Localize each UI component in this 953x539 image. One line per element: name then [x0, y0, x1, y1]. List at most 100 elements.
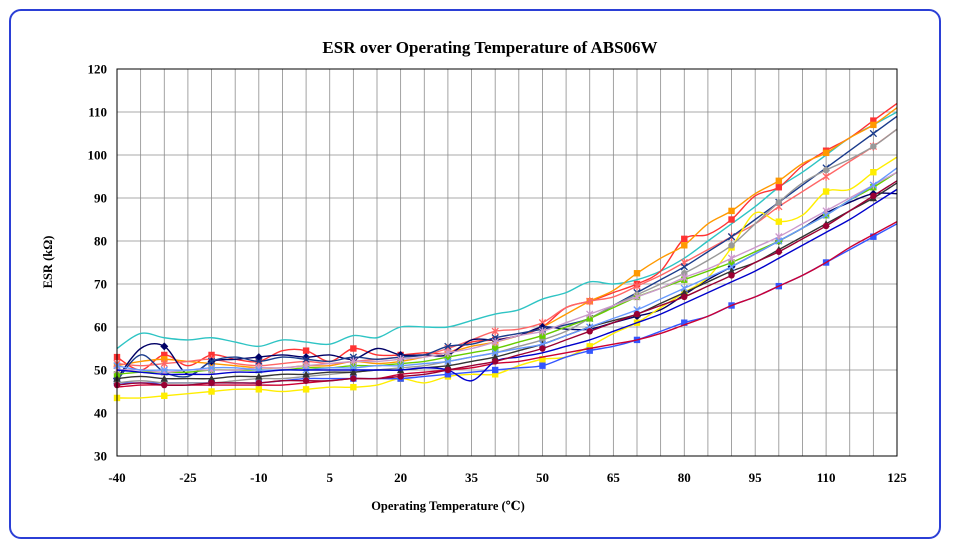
- data-point: [444, 366, 452, 374]
- data-point: [207, 374, 216, 382]
- data-point: [160, 359, 168, 368]
- series-16: [113, 180, 898, 389]
- data-point: [444, 357, 452, 366]
- data-point: [775, 177, 783, 184]
- data-point: [681, 242, 688, 249]
- data-point: [302, 370, 310, 378]
- data-point: [208, 351, 215, 359]
- data-point: [822, 166, 830, 174]
- data-point: [208, 388, 215, 395]
- data-point: [775, 218, 783, 225]
- data-point: [681, 319, 688, 326]
- data-point: [681, 235, 688, 243]
- data-point: [680, 284, 688, 292]
- series-line: [116, 128, 898, 384]
- data-point: [586, 315, 593, 322]
- data-point: [350, 384, 357, 391]
- data-point: [728, 272, 735, 279]
- data-point: [491, 327, 499, 336]
- data-point: [539, 362, 546, 369]
- y-tick-label: 50: [94, 363, 107, 378]
- series-1: [116, 111, 898, 350]
- data-point: [350, 362, 357, 369]
- data-point: [681, 270, 688, 277]
- data-point: [728, 216, 735, 223]
- data-point: [160, 366, 168, 374]
- series-line: [116, 111, 898, 350]
- data-point: [350, 345, 357, 352]
- series-line: [116, 156, 898, 399]
- series-line: [116, 180, 898, 387]
- data-point: [680, 263, 688, 271]
- x-tick-label: 5: [326, 470, 333, 485]
- data-point: [822, 149, 830, 157]
- plot-border: [116, 68, 898, 457]
- x-tick-label: 35: [465, 470, 479, 485]
- data-point: [350, 375, 357, 382]
- data-point: [728, 242, 735, 249]
- data-point: [302, 377, 310, 384]
- y-axis-label: ESR (kΩ): [41, 236, 55, 289]
- data-point: [586, 343, 593, 350]
- x-tick-label: -25: [179, 470, 197, 485]
- y-tick-label: 110: [88, 105, 107, 120]
- data-point: [491, 366, 499, 374]
- data-point: [680, 288, 688, 296]
- data-point: [396, 355, 405, 364]
- data-point: [775, 237, 783, 245]
- y-tick-label: 80: [94, 234, 107, 249]
- data-point: [444, 362, 452, 369]
- data-point: [349, 357, 358, 366]
- series-line: [116, 115, 898, 382]
- data-point: [870, 192, 877, 200]
- data-point: [870, 169, 877, 176]
- grid: [117, 69, 897, 456]
- data-point: [161, 381, 168, 389]
- x-tick-label: -40: [108, 470, 125, 485]
- y-tick-label: 70: [94, 277, 107, 292]
- y-tick-label: 30: [94, 449, 107, 464]
- data-point: [444, 371, 452, 378]
- data-point: [822, 172, 830, 181]
- y-tick-label: 90: [94, 191, 107, 206]
- data-point: [161, 392, 168, 399]
- data-point: [822, 222, 830, 230]
- x-tick-label: 80: [678, 470, 691, 485]
- series-line: [116, 171, 898, 375]
- data-point: [444, 342, 452, 351]
- data-point: [255, 357, 263, 366]
- series-line: [116, 182, 898, 380]
- x-tick-label: 50: [536, 470, 549, 485]
- y-tick-label: 60: [94, 320, 107, 335]
- tick-labels: -40 -25 -10 5 20 35 50 65 80 95 110 125 30 40 50 60 70 80…: [88, 62, 908, 486]
- data-point: [491, 349, 499, 357]
- x-tick-label: 95: [749, 470, 763, 485]
- x-tick-label: 125: [887, 470, 907, 485]
- data-point: [397, 360, 404, 367]
- data-point: [161, 356, 168, 363]
- data-point: [633, 292, 641, 302]
- data-point: [775, 184, 783, 191]
- data-point: [727, 254, 736, 263]
- data-point: [302, 355, 310, 363]
- data-point: [302, 347, 310, 354]
- data-point: [586, 328, 593, 335]
- data-point: [160, 374, 168, 382]
- data-point: [207, 357, 216, 366]
- data-point: [302, 386, 310, 393]
- data-point: [870, 143, 877, 150]
- data-point: [727, 267, 736, 275]
- data-point: [491, 358, 499, 365]
- data-point: [207, 364, 216, 372]
- data-point: [870, 117, 877, 124]
- data-point: [870, 233, 877, 240]
- series-13: [113, 182, 898, 382]
- data-point: [208, 379, 215, 387]
- series-line: [116, 128, 898, 367]
- data-point: [444, 348, 452, 357]
- data-point: [491, 345, 499, 352]
- series-9: [116, 221, 898, 388]
- x-tick-label: 20: [394, 470, 407, 485]
- data-point: [491, 337, 499, 347]
- data-point: [160, 342, 169, 351]
